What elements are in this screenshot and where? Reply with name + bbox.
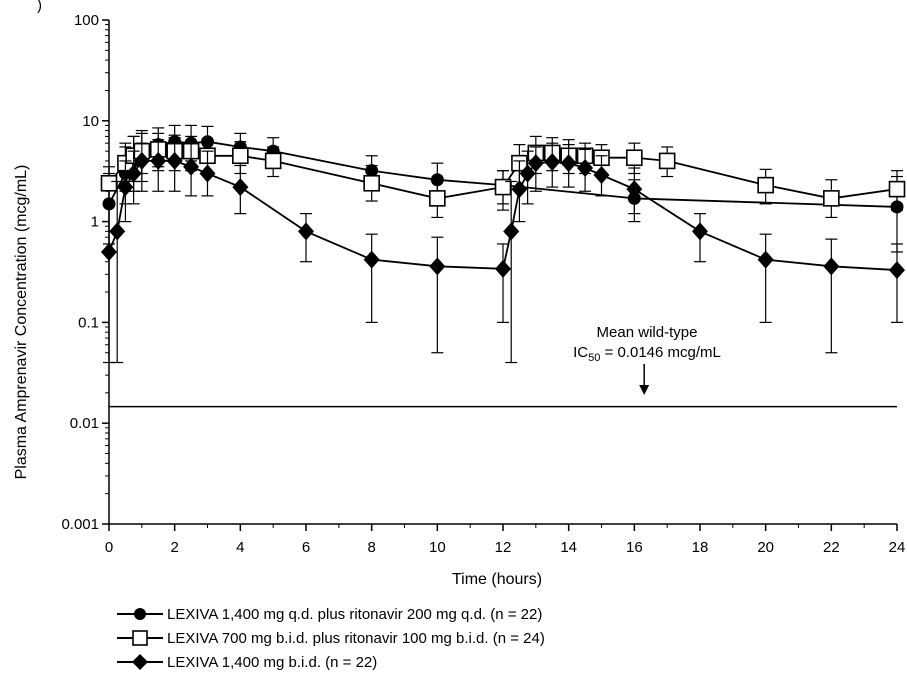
series-filled-diamond <box>101 137 905 364</box>
annotation-value: = 0.0146 mcg/mL <box>600 344 720 361</box>
x-tick-label: 0 <box>105 539 113 556</box>
data-point-diamond <box>117 178 134 197</box>
data-point-square <box>494 178 512 196</box>
data-point-diamond <box>626 180 643 199</box>
data-point-diamond <box>560 154 577 173</box>
data-point-square <box>626 149 643 167</box>
legend-marker-filled-circle <box>117 608 163 620</box>
ic50-annotation: Mean wild-type IC50 = 0.0146 mcg/mL <box>573 324 721 395</box>
x-axis-label: Time (hours) <box>452 571 542 588</box>
legend-marker-open-square <box>117 630 163 646</box>
data-point-diamond <box>166 151 183 170</box>
data-point-square <box>429 190 446 207</box>
x-tick-label: 16 <box>626 539 643 556</box>
annotation-ic: IC <box>573 344 588 361</box>
data-point-diamond <box>232 178 249 197</box>
data-point-diamond <box>757 250 774 269</box>
data-point-diamond <box>692 222 708 241</box>
x-tick-label: 14 <box>560 539 577 556</box>
annotation-arrow <box>639 364 650 395</box>
data-point-diamond <box>527 154 544 173</box>
y-tick-label: 1 <box>91 214 99 231</box>
data-point-diamond <box>577 159 594 178</box>
data-point-square <box>100 174 118 192</box>
legend-label-qd-ritonavir: LEXIVA 1,400 mg q.d. plus ritonavir 200 … <box>167 605 543 623</box>
legend-item-bid-ritonavir: LEXIVA 700 mg b.i.d. plus ritonavir 100 … <box>115 626 545 650</box>
data-point-diamond <box>298 222 314 241</box>
x-tick-label: 10 <box>429 539 446 556</box>
data-point-diamond <box>544 153 561 172</box>
annotation-line2: IC50 = 0.0146 mcg/mL <box>573 344 721 364</box>
legend-label-bid-ritonavir: LEXIVA 700 mg b.i.d. plus ritonavir 100 … <box>167 629 545 647</box>
x-tick-label: 18 <box>692 539 709 556</box>
data-point-diamond <box>363 250 380 269</box>
arrow-head <box>639 385 650 395</box>
series-open-square <box>100 132 906 219</box>
series-group <box>100 124 906 364</box>
data-point-diamond <box>133 151 150 170</box>
x-tick-label: 4 <box>236 539 244 556</box>
data-point-square <box>888 180 906 198</box>
data-point-diamond <box>519 164 536 183</box>
data-point-diamond <box>823 257 840 276</box>
x-tick-label: 12 <box>495 539 512 556</box>
y-tick-label: 0.001 <box>61 516 99 533</box>
legend-item-bid: LEXIVA 1,400 mg b.i.d. (n = 22) <box>115 650 545 674</box>
data-point-square <box>757 176 774 194</box>
data-point-square <box>232 147 249 165</box>
data-point-diamond <box>429 257 446 276</box>
data-point-diamond <box>125 164 142 183</box>
data-point-diamond <box>199 164 216 183</box>
data-point-diamond <box>101 242 117 261</box>
data-point-square <box>264 152 282 170</box>
legend-item-qd-ritonavir: LEXIVA 1,400 mg q.d. plus ritonavir 200 … <box>115 602 545 626</box>
data-point-diamond <box>511 180 528 199</box>
data-point-square <box>658 152 676 170</box>
data-point-diamond <box>150 151 167 170</box>
x-tick-label: 24 <box>889 539 906 556</box>
y-tick-label: 0.01 <box>70 415 99 432</box>
x-tick-label: 2 <box>170 539 178 556</box>
legend: LEXIVA 1,400 mg q.d. plus ritonavir 200 … <box>115 602 545 674</box>
x-tick-label: 20 <box>757 539 774 556</box>
data-point-diamond <box>183 157 200 176</box>
y-tick-label: 100 <box>74 12 99 29</box>
x-tick-label: 6 <box>302 539 310 556</box>
y-tick-label: 0.1 <box>78 314 99 331</box>
y-axis-label: Plasma Amprenavir Concentration (mcg/mL) <box>13 165 30 480</box>
clipped-parenthesis: ) <box>37 0 42 14</box>
data-point-square <box>823 190 840 207</box>
x-tick-label: 8 <box>367 539 375 556</box>
y-tick-label: 10 <box>82 113 99 130</box>
data-point-diamond <box>593 165 610 184</box>
annotation-subscript: 50 <box>588 352 600 364</box>
legend-marker-filled-diamond <box>117 654 163 670</box>
annotation-line1: Mean wild-type <box>597 324 698 341</box>
data-point-square <box>363 174 380 192</box>
legend-label-bid: LEXIVA 1,400 mg b.i.d. (n = 22) <box>167 653 378 671</box>
data-point-diamond <box>889 261 905 280</box>
data-point-diamond <box>109 222 126 241</box>
data-point-diamond <box>495 259 511 278</box>
data-point-diamond <box>503 222 520 241</box>
x-tick-label: 22 <box>823 539 840 556</box>
